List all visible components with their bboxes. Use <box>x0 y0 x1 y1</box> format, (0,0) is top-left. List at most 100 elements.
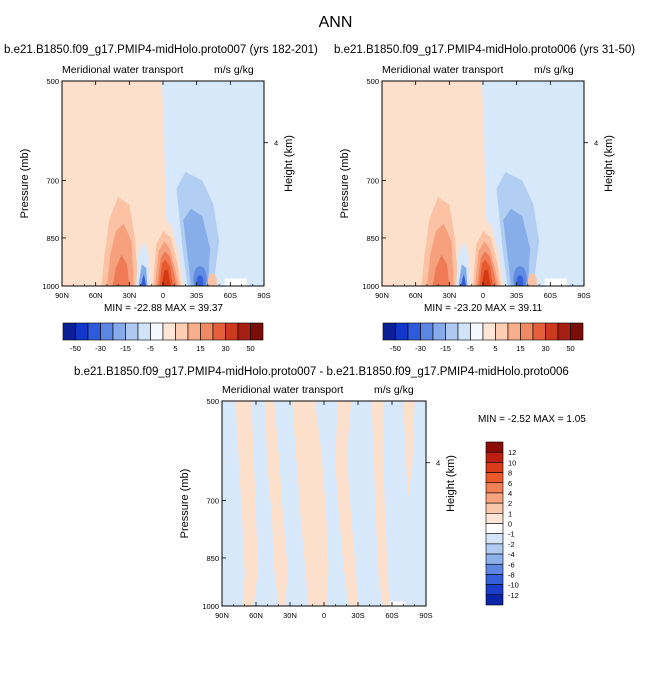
colorbar-box <box>175 322 189 341</box>
y-tick-label: 850 <box>366 234 379 243</box>
colorbar-label: -12 <box>508 591 519 600</box>
x-tick-label: 90S <box>577 291 590 300</box>
colorbar-label: -4 <box>508 550 515 559</box>
colorbar-label: -5 <box>147 344 154 353</box>
difference-positive-band-5 <box>371 401 390 606</box>
colorbar-label: 5 <box>493 344 497 353</box>
panel2-units-label: m/s g/kg <box>534 64 574 76</box>
difference-positive-band-1 <box>235 401 259 606</box>
colorbar-box <box>225 322 239 341</box>
y-tick-label: 1000 <box>42 282 59 291</box>
south-negative-core <box>183 208 211 286</box>
colorbar-box <box>150 322 164 341</box>
colorbar-box <box>407 322 421 341</box>
height-tick-label: 4 <box>594 139 598 148</box>
equatorial-positive-peak <box>481 269 491 286</box>
x-tick-label: 30S <box>510 291 523 300</box>
colorbar-label: 15 <box>516 344 524 353</box>
panel2-min-max: MIN = -23.20 MAX = 39.11 <box>424 303 543 314</box>
colorbar-box <box>485 451 504 463</box>
south-positive-spot <box>207 273 217 286</box>
x-tick-label: 60S <box>385 611 398 620</box>
north-positive-peak <box>112 254 130 286</box>
colorbar-box <box>162 322 176 341</box>
colorbar-box <box>250 322 264 341</box>
difference-positive-band-6 <box>403 401 415 501</box>
y-tick-label: 1000 <box>362 282 379 291</box>
y-tick-label: 850 <box>206 554 219 563</box>
north-positive-peak <box>432 254 450 286</box>
colorbar-label: 12 <box>508 448 516 457</box>
south-negative-center <box>196 275 204 286</box>
height-axis-label: Height (km) <box>283 135 295 192</box>
colorbar-box <box>485 594 504 606</box>
pressure-axis-label: Pressure (mb) <box>339 149 351 219</box>
colorbar-label: -10 <box>508 581 519 590</box>
y-tick-label: 500 <box>366 77 379 86</box>
panel1-units-label: m/s g/kg <box>214 64 254 76</box>
colorbar-box <box>485 513 504 524</box>
x-tick-label: 90S <box>419 611 432 620</box>
x-tick-label: 90N <box>215 611 229 620</box>
north-negative-peak <box>140 273 147 286</box>
south-negative-center <box>516 275 524 286</box>
panel1-min-max: MIN = -22.88 MAX = 39.37 <box>104 303 223 314</box>
height-axis-label: Height (km) <box>603 135 615 192</box>
colorbar-box <box>485 533 504 545</box>
north-negative-peak <box>460 273 467 286</box>
panel3-case-title: b.e21.B1850.f09_g17.PMIP4-midHolo.proto0… <box>74 366 569 378</box>
colorbar-box <box>495 322 509 341</box>
x-tick-label: 60S <box>544 291 557 300</box>
colorbar-label: 1 <box>508 509 512 518</box>
x-tick-label: 0 <box>161 291 165 300</box>
colorbar-box <box>62 322 76 341</box>
y-tick-label: 500 <box>46 77 59 86</box>
colorbar-label: 50 <box>246 344 254 353</box>
colorbar-label: 15 <box>196 344 204 353</box>
colorbar-box <box>237 322 251 341</box>
south-negative-core <box>503 208 531 286</box>
panel1-variable-label: Meridional water transport <box>62 64 184 76</box>
colorbar-label: 30 <box>221 344 229 353</box>
colorbar-box <box>87 322 101 341</box>
south-upper-region <box>550 92 584 255</box>
figure-title: ANN <box>318 14 353 31</box>
colorbar-label: 8 <box>508 469 512 478</box>
equatorial-positive-peak <box>161 269 171 286</box>
missing-data <box>224 278 248 286</box>
colorbar-box <box>125 322 139 341</box>
difference-positive-band-3 <box>292 401 329 606</box>
colorbar-box <box>570 322 584 341</box>
x-tick-label: 30S <box>190 291 203 300</box>
panel3-variable-label: Meridional water transport <box>222 384 344 396</box>
colorbar-box <box>470 322 484 341</box>
colorbar-box <box>485 574 504 585</box>
colorbar-label: -5 <box>467 344 474 353</box>
colorbar-label: -15 <box>120 344 131 353</box>
colorbar-box <box>557 322 571 341</box>
colorbar-label: 2 <box>508 499 512 508</box>
colorbar-box <box>137 322 151 341</box>
colorbar-box <box>485 482 504 494</box>
missing-data <box>389 601 406 606</box>
colorbar-box <box>520 322 534 341</box>
colorbar-box <box>395 322 409 341</box>
x-tick-label: 90N <box>55 291 69 300</box>
panel3-field <box>222 401 426 606</box>
colorbar-label: 5 <box>173 344 177 353</box>
colorbar-label: -15 <box>440 344 451 353</box>
colorbar-box <box>200 322 214 341</box>
panel3-min-max: MIN = -2.52 MAX = 1.05 <box>478 414 586 425</box>
x-tick-label: 30N <box>442 291 456 300</box>
y-tick-label: 500 <box>206 397 219 406</box>
colorbar-box <box>485 441 504 453</box>
colorbar-label: 50 <box>566 344 574 353</box>
colorbar-box <box>485 563 504 575</box>
x-tick-label: 30N <box>122 291 136 300</box>
y-tick-label: 850 <box>46 234 59 243</box>
y-tick-label: 700 <box>366 177 379 186</box>
colorbar-box <box>507 322 521 341</box>
y-tick-label: 700 <box>206 497 219 506</box>
y-tick-label: 700 <box>46 177 59 186</box>
